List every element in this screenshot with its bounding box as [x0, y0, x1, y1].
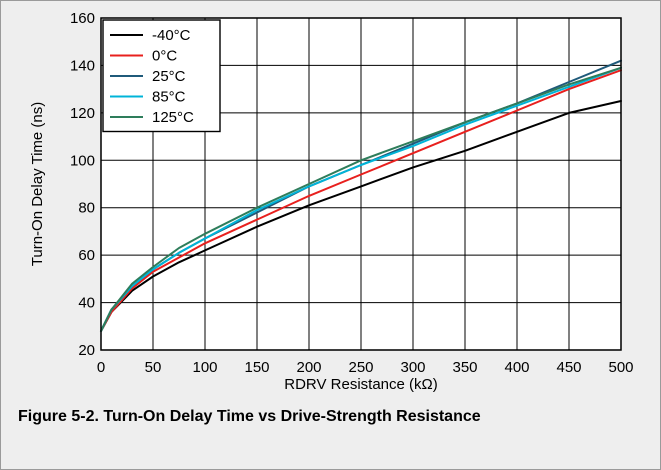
- legend: -40°C 0°C 25°C 85°C 125°C: [102, 19, 221, 133]
- series-line-1: [100, 69, 622, 332]
- y-tick-label: 60: [78, 247, 95, 264]
- legend-label: -40°C: [152, 27, 191, 44]
- plot-border: [100, 17, 622, 351]
- y-tick-label: 160: [70, 10, 95, 27]
- legend-label: 0°C: [152, 48, 177, 65]
- y-tick-label: 120: [70, 105, 95, 122]
- x-tick-label: 300: [400, 359, 425, 376]
- x-tick-label: 450: [556, 359, 581, 376]
- x-tick-label: 0: [97, 359, 105, 376]
- series-line-0: [100, 100, 622, 332]
- legend-label: 25°C: [152, 68, 186, 85]
- legend-label: 85°C: [152, 89, 186, 106]
- series-line-3: [100, 66, 622, 332]
- y-tick-label: 40: [78, 295, 95, 312]
- x-tick-label: 350: [452, 359, 477, 376]
- y-tick-label: 80: [78, 200, 95, 217]
- y-tick-label: 140: [70, 57, 95, 74]
- x-tick-label: 500: [608, 359, 633, 376]
- x-tick-label: 400: [504, 359, 529, 376]
- x-tick-label: 250: [348, 359, 373, 376]
- legend-label: 125°C: [152, 109, 194, 126]
- series-lines: [100, 59, 622, 332]
- tick-labels: 0 50 100 150 200 250 300 350 400 450 500 20 40 60 80 10…: [70, 10, 634, 376]
- grid: [100, 17, 622, 351]
- x-tick-label: 150: [244, 359, 269, 376]
- y-axis-title: Turn-On Delay Time (ns): [29, 102, 46, 266]
- x-tick-label: 100: [192, 359, 217, 376]
- chart: 0 50 100 150 200 250 300 350 400 450 500 20 40 60 80 10…: [29, 10, 634, 393]
- y-tick-label: 20: [78, 342, 95, 359]
- x-tick-label: 50: [145, 359, 162, 376]
- figure-caption: Figure 5-2. Turn-On Delay Time vs Drive-…: [18, 408, 481, 425]
- x-tick-label: 200: [296, 359, 321, 376]
- x-axis-title: RDRV Resistance (kΩ): [284, 376, 437, 393]
- series-line-4: [100, 66, 622, 332]
- y-tick-label: 100: [70, 152, 95, 169]
